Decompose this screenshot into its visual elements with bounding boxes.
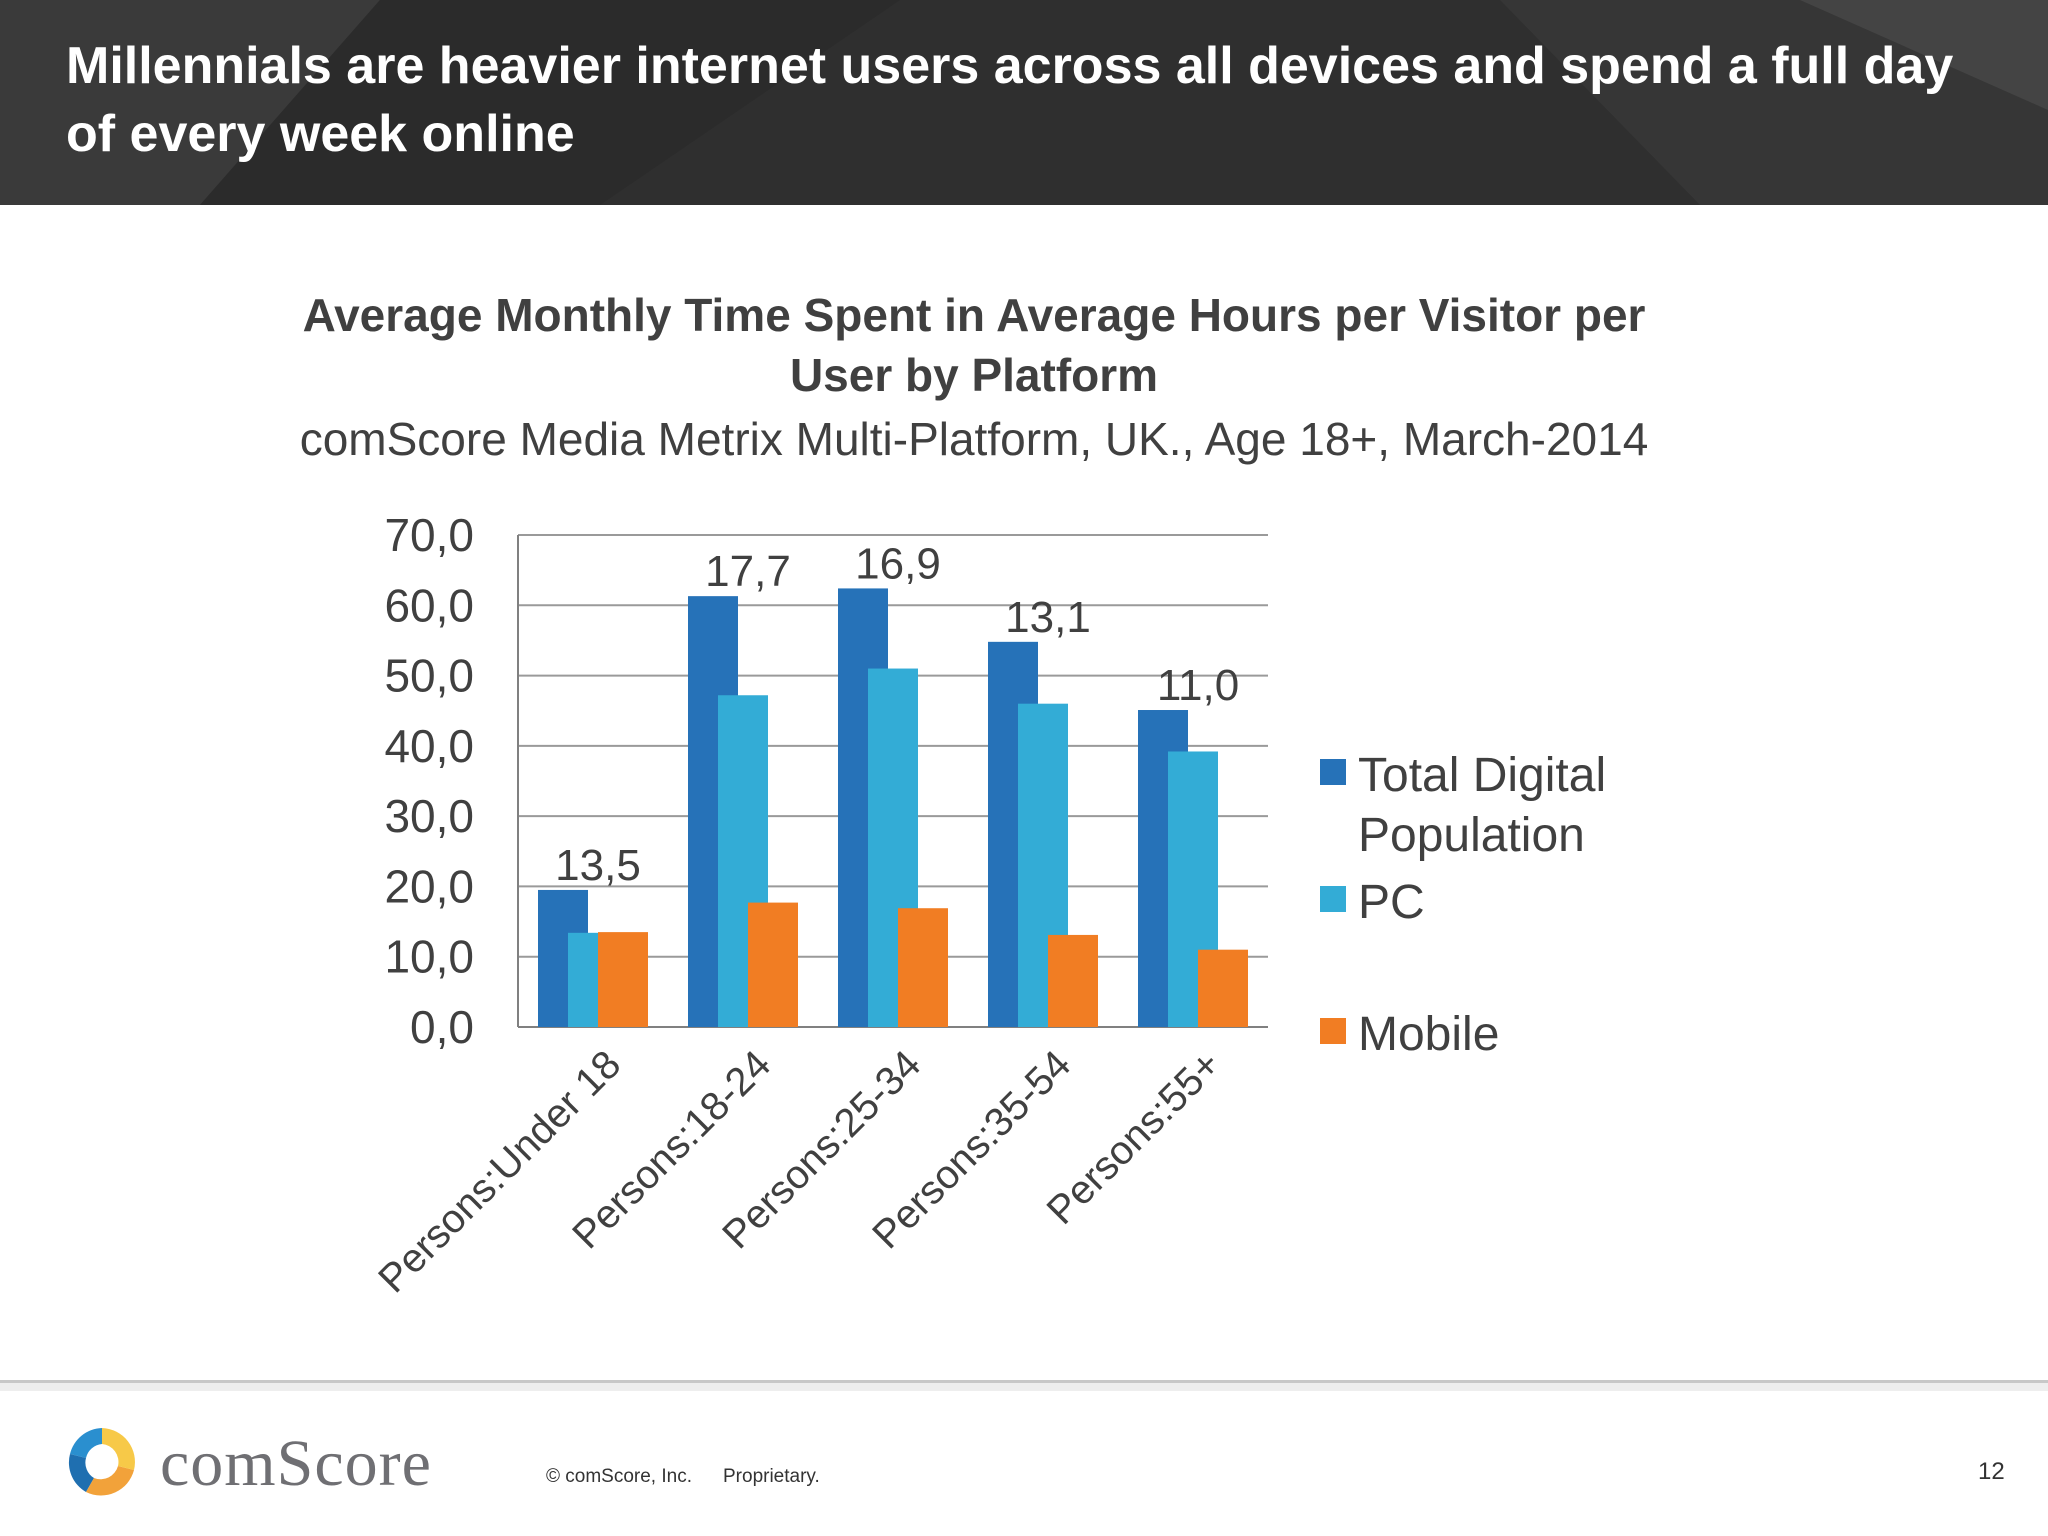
bar-chart: Average Monthly Time Spent in Average Ho…	[300, 289, 1649, 1301]
legend: Total Digital Population PC Mobile	[1320, 749, 1606, 1061]
y-tick-label: 10,0	[384, 931, 474, 983]
data-label: 16,9	[855, 539, 941, 588]
slide-title: Millennials are heavier internet users a…	[66, 37, 1954, 163]
comscore-logo-icon	[68, 1428, 135, 1496]
data-labels: 13,5 17,7 16,9 13,1 11,0	[555, 539, 1239, 890]
slide-header: Millennials are heavier internet users a…	[0, 0, 2048, 205]
y-tick-label: 30,0	[384, 790, 474, 842]
y-tick-label: 40,0	[384, 720, 474, 772]
comscore-logo-wordmark: comScore	[160, 1427, 432, 1500]
page-number: 12	[1978, 1458, 2005, 1485]
y-tick-label: 70,0	[384, 509, 474, 561]
header-background	[0, 0, 2048, 205]
chart-subtitle: comScore Media Metrix Multi-Platform, UK…	[300, 413, 1649, 465]
legend-swatch	[1320, 1018, 1346, 1044]
footer-divider	[0, 1380, 2048, 1383]
y-tick-label: 20,0	[384, 860, 474, 912]
legend-label: Mobile	[1358, 1008, 1499, 1061]
data-label: 17,7	[705, 547, 791, 596]
legend-swatch	[1320, 886, 1346, 912]
bar-mobile	[598, 932, 648, 1027]
data-label: 11,0	[1157, 661, 1239, 710]
y-tick-label: 0,0	[410, 1001, 474, 1053]
bar-mobile	[748, 902, 798, 1027]
data-label: 13,5	[555, 841, 641, 890]
data-label: 13,1	[1005, 593, 1091, 642]
x-tick-label: Persons:Under 18	[370, 1042, 629, 1301]
bar-mobile	[1198, 949, 1248, 1027]
x-axis-tick-labels: Persons:Under 18Persons:18-24Persons:25-…	[370, 1042, 1229, 1301]
legend-swatch	[1320, 759, 1346, 785]
proprietary-text: Proprietary.	[723, 1466, 820, 1487]
footer-band	[0, 1383, 2048, 1391]
bar-mobile	[898, 908, 948, 1027]
bars	[538, 588, 1248, 1027]
legend-label: Total Digital Population	[1358, 749, 1606, 862]
y-axis-tick-labels: 0,0 10,0 20,0 30,0 40,0 50,0 60,0 70,0	[384, 509, 474, 1053]
y-tick-label: 60,0	[384, 579, 474, 631]
chart-title: Average Monthly Time Spent in Average Ho…	[303, 289, 1646, 401]
y-tick-label: 50,0	[384, 650, 474, 702]
bar-mobile	[1048, 934, 1098, 1027]
copyright-text: © comScore, Inc.	[546, 1466, 692, 1487]
legend-label: PC	[1358, 876, 1425, 929]
